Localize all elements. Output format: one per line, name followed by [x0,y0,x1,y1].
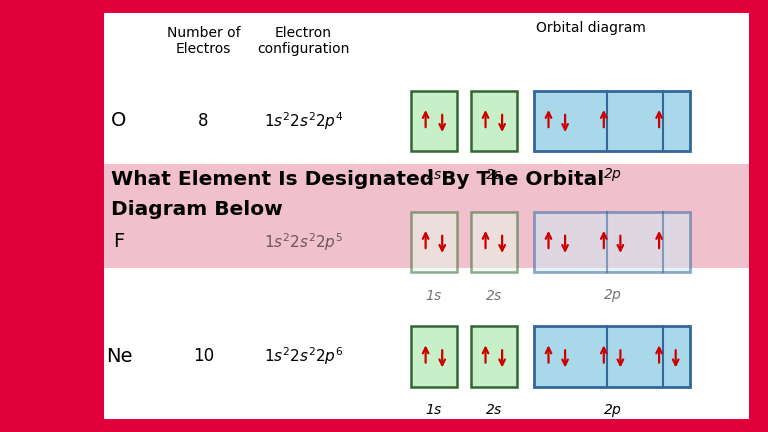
Text: $1s^22s^22p^6$: $1s^22s^22p^6$ [263,346,343,367]
Text: 2$p$: 2$p$ [603,402,621,419]
Text: 1$s$: 1$s$ [425,289,443,303]
Text: 2$s$: 2$s$ [485,289,503,303]
Text: 10: 10 [193,347,214,365]
Bar [471,91,517,151]
Text: What Element Is Designated By The Orbital: What Element Is Designated By The Orbita… [111,170,604,189]
Text: O: O [111,111,127,130]
Text: 2$s$: 2$s$ [485,403,503,417]
Text: 2$s$: 2$s$ [485,168,503,182]
Text: $1s^22s^22p^4$: $1s^22s^22p^4$ [263,110,343,132]
Bar [534,91,690,151]
Bar [411,212,457,272]
Text: $1s^22s^22p^5$: $1s^22s^22p^5$ [263,231,343,253]
Bar [471,326,517,387]
Text: F: F [114,232,124,251]
Bar [471,212,517,272]
Bar [104,13,749,419]
Bar [534,212,690,272]
Text: 1$s$: 1$s$ [425,403,443,417]
Bar [104,164,749,268]
Bar [411,91,457,151]
Bar [411,326,457,387]
Text: Diagram Below: Diagram Below [111,200,283,219]
Text: Ne: Ne [106,347,132,366]
Text: Number of
Electros: Number of Electros [167,26,240,56]
Bar [534,326,690,387]
Text: 8: 8 [198,112,209,130]
Text: Electron
configuration: Electron configuration [257,26,349,56]
Text: 2$p$: 2$p$ [603,166,621,184]
Text: Orbital diagram: Orbital diagram [536,21,647,35]
Text: 1$s$: 1$s$ [425,168,443,182]
Text: 2$p$: 2$p$ [603,287,621,305]
